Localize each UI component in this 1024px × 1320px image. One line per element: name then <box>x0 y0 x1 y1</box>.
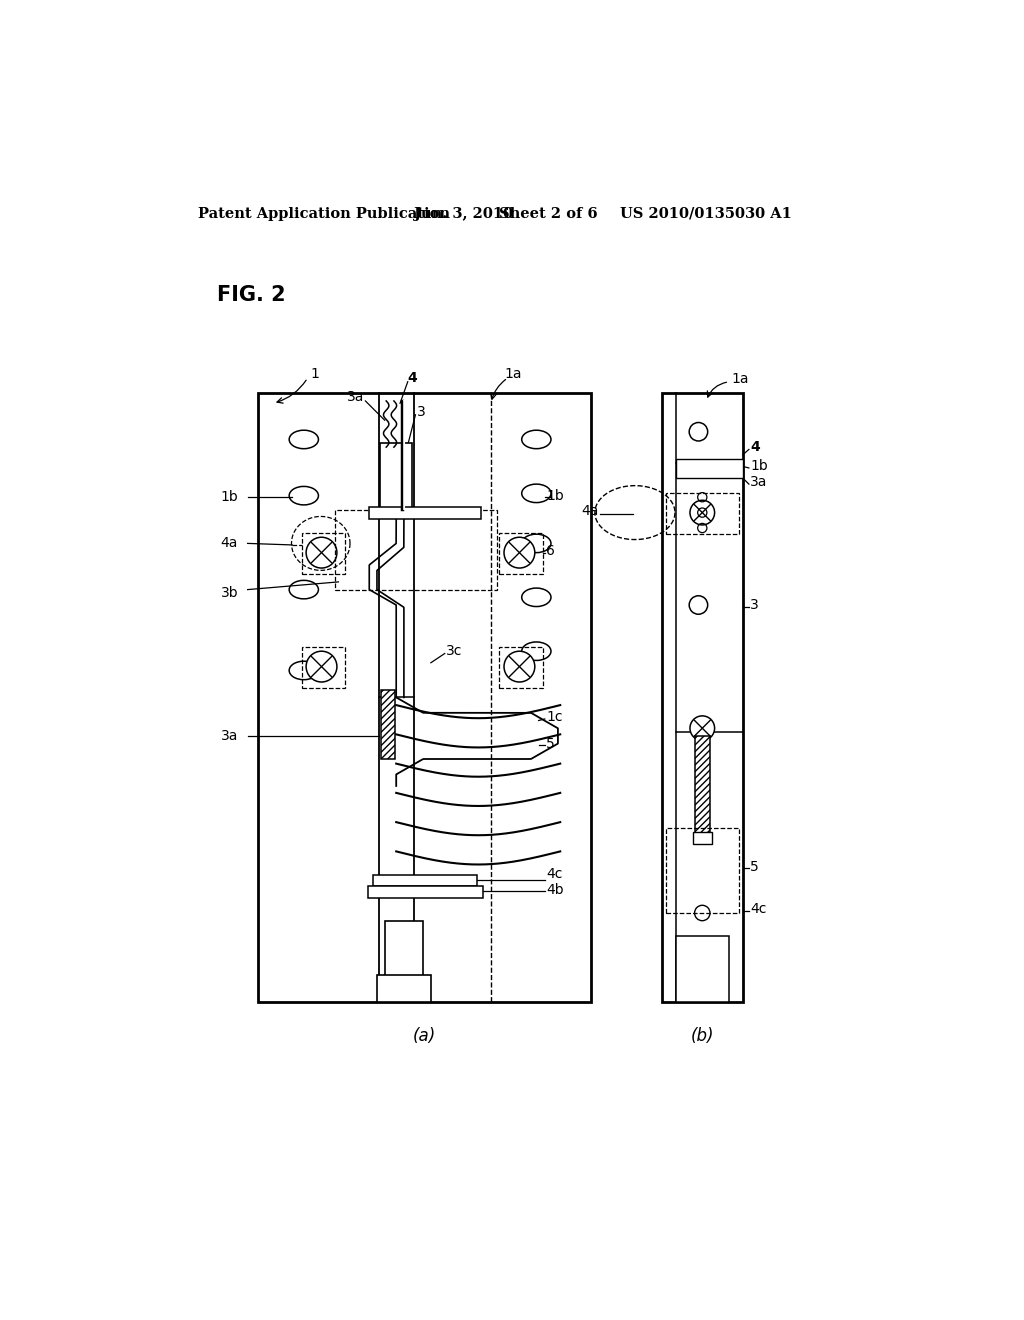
Bar <box>666 494 739 535</box>
Text: 4a: 4a <box>581 504 598 517</box>
Text: 4c: 4c <box>547 867 563 882</box>
Text: 4b: 4b <box>547 883 564 896</box>
Text: 1a: 1a <box>731 372 749 387</box>
Text: 5: 5 <box>751 859 759 874</box>
Text: (b): (b) <box>690 1027 714 1045</box>
Text: 5: 5 <box>547 737 555 751</box>
Text: FIG. 2: FIG. 2 <box>217 285 286 305</box>
Text: 4c: 4c <box>751 902 767 916</box>
Bar <box>676 936 729 1002</box>
Text: 3: 3 <box>751 598 759 612</box>
Bar <box>693 832 712 843</box>
Circle shape <box>504 651 535 682</box>
Text: Sheet 2 of 6: Sheet 2 of 6 <box>499 207 597 220</box>
Bar <box>301 647 345 688</box>
Bar <box>676 459 742 478</box>
Text: 3c: 3c <box>446 644 463 659</box>
Text: Jun. 3, 2010: Jun. 3, 2010 <box>414 207 513 220</box>
Bar <box>370 507 481 519</box>
Text: 1: 1 <box>310 367 318 381</box>
Text: 3a: 3a <box>751 475 768 488</box>
Text: 1b: 1b <box>220 490 239 504</box>
Text: 3: 3 <box>417 405 426 420</box>
Text: 4: 4 <box>408 371 418 385</box>
Bar <box>694 737 710 836</box>
Text: 1c: 1c <box>547 710 563 723</box>
Bar <box>662 393 742 1002</box>
Text: 3a: 3a <box>346 391 364 404</box>
Text: 3b: 3b <box>220 586 239 601</box>
Text: (a): (a) <box>413 1027 436 1045</box>
Circle shape <box>690 715 715 741</box>
Bar <box>373 875 477 886</box>
Bar <box>380 444 413 508</box>
Text: US 2010/0135030 A1: US 2010/0135030 A1 <box>621 207 793 220</box>
Text: 1b: 1b <box>751 459 768 474</box>
Bar <box>666 829 739 913</box>
Circle shape <box>690 500 715 525</box>
Circle shape <box>306 537 337 568</box>
Bar <box>335 510 497 590</box>
Text: 1a: 1a <box>505 367 522 381</box>
Bar <box>381 689 394 759</box>
Bar <box>500 533 543 574</box>
Text: 3a: 3a <box>220 729 238 743</box>
Text: 6: 6 <box>547 544 555 558</box>
Bar <box>377 974 431 1002</box>
Bar <box>301 533 345 574</box>
Circle shape <box>504 537 535 568</box>
Text: 1b: 1b <box>547 488 564 503</box>
Bar <box>368 886 483 898</box>
Bar <box>385 921 423 1002</box>
Circle shape <box>306 651 337 682</box>
Text: 4a: 4a <box>220 536 238 550</box>
Bar <box>500 647 543 688</box>
Bar <box>258 393 591 1002</box>
Text: Patent Application Publication: Patent Application Publication <box>199 207 451 220</box>
Text: 4: 4 <box>751 440 760 454</box>
